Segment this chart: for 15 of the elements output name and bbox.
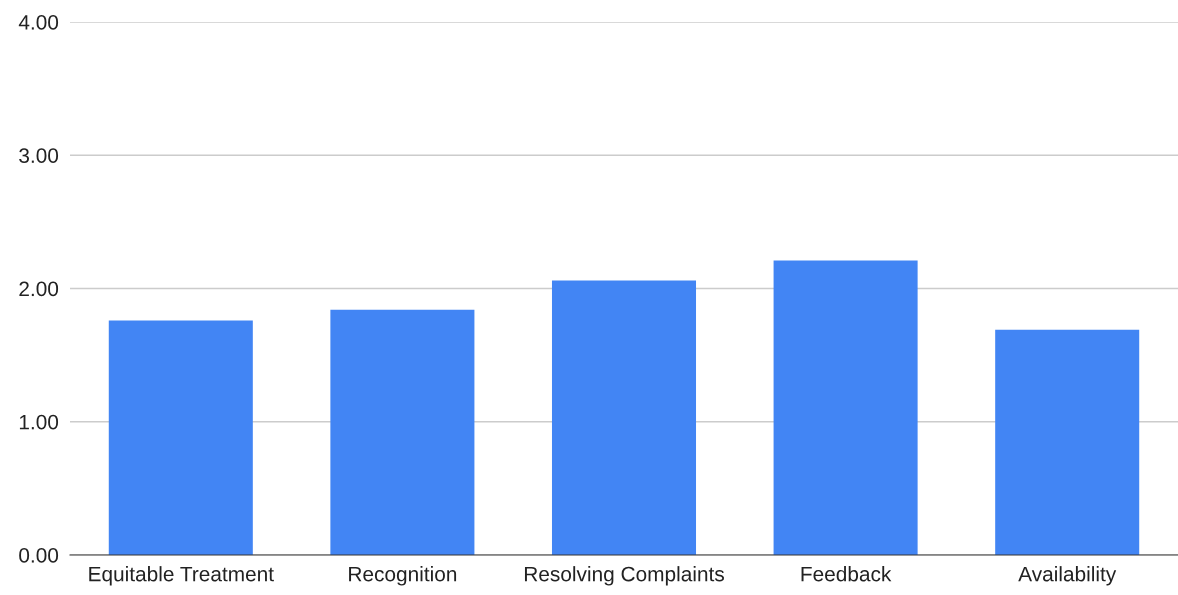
x-tick-label: Feedback	[801, 566, 892, 582]
y-tick-label: 0.00	[19, 548, 59, 563]
bar	[995, 329, 1140, 555]
bar	[551, 280, 697, 555]
x-tick-label: Equitable Treatment	[89, 566, 274, 586]
bar	[330, 309, 475, 555]
bar	[773, 260, 918, 555]
bar	[108, 320, 253, 555]
x-tick-label: Availability	[1018, 566, 1117, 586]
x-tick-label: Recognition	[349, 566, 457, 586]
y-tick-label: 2.00	[19, 281, 59, 297]
y-tick-label: 1.00	[19, 414, 59, 430]
y-tick-label: 3.00	[19, 148, 59, 163]
x-tick-label: Resolving Complaints	[524, 566, 724, 586]
y-tick-label: 4.00	[18, 15, 59, 30]
